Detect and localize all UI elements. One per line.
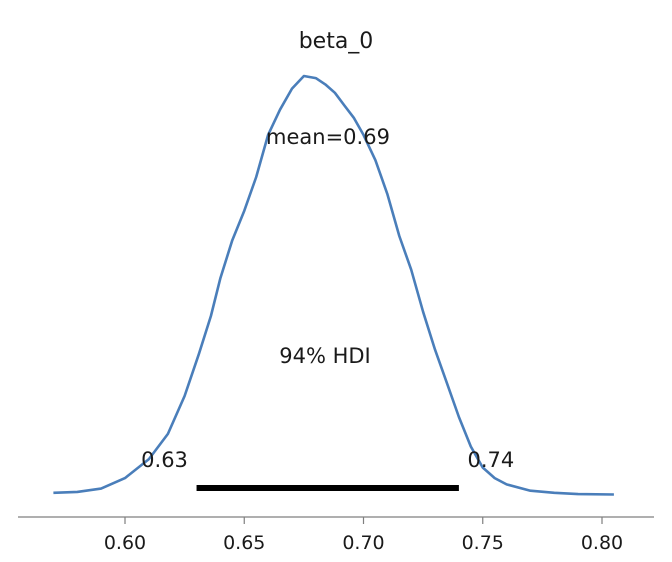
density-curve: [53, 74, 614, 496]
x-tick-label: 0.80: [581, 532, 623, 554]
mean-label: mean=0.69: [266, 125, 390, 149]
hdi-low-label: 0.63: [141, 448, 188, 472]
x-tick-label: 0.65: [223, 532, 265, 554]
x-tick-label: 0.60: [104, 532, 146, 554]
x-tick-label: 0.75: [462, 532, 504, 554]
hdi-high-label: 0.74: [468, 448, 515, 472]
x-tick-label: 0.70: [342, 532, 384, 554]
chart-title: beta_0: [299, 29, 374, 54]
x-axis-ticks: 0.60 0.65 0.70 0.75 0.80: [104, 517, 623, 554]
hdi-label: 94% HDI: [279, 344, 371, 368]
